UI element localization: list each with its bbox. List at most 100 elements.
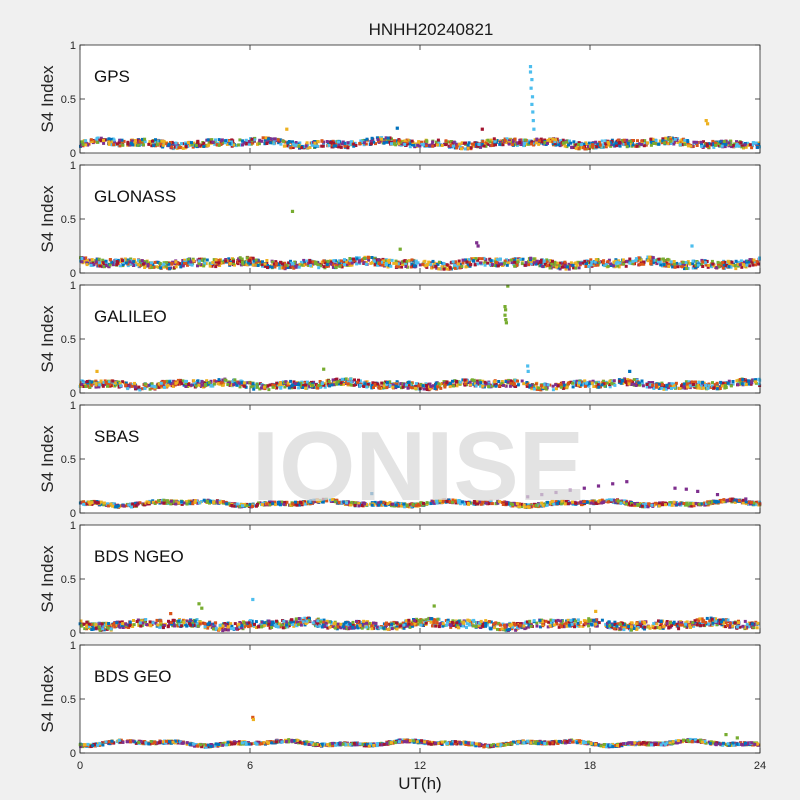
data-point xyxy=(490,263,494,266)
data-point xyxy=(148,387,152,391)
data-point xyxy=(543,141,547,144)
data-point xyxy=(270,265,274,269)
data-point xyxy=(273,503,277,507)
data-point xyxy=(592,385,596,388)
data-point xyxy=(562,381,566,384)
data-point xyxy=(355,257,359,261)
data-point xyxy=(258,382,262,386)
data-point xyxy=(718,385,722,389)
data-point xyxy=(676,140,680,144)
data-point xyxy=(217,143,221,147)
data-point xyxy=(275,381,279,385)
data-point xyxy=(563,264,567,268)
data-point xyxy=(427,260,431,264)
data-point xyxy=(582,142,586,146)
data-point xyxy=(136,138,140,142)
data-point xyxy=(337,382,341,386)
data-point xyxy=(453,266,457,270)
data-point xyxy=(107,265,111,269)
data-point xyxy=(320,139,324,143)
data-point xyxy=(252,138,256,142)
data-point xyxy=(397,142,401,146)
data-point xyxy=(610,379,614,383)
data-point xyxy=(682,385,686,389)
data-point xyxy=(559,141,562,145)
y-tick-label: 1 xyxy=(70,40,76,52)
data-point xyxy=(353,141,357,145)
data-point xyxy=(133,385,137,389)
data-point xyxy=(558,383,562,387)
data-point xyxy=(140,259,144,263)
data-point xyxy=(302,258,306,262)
data-point xyxy=(727,265,731,269)
data-point xyxy=(548,266,552,270)
data-point xyxy=(590,260,594,264)
data-point-highlight xyxy=(526,369,530,373)
data-point xyxy=(667,386,670,390)
data-point xyxy=(408,385,412,389)
data-point xyxy=(384,502,387,506)
data-point xyxy=(335,380,339,384)
data-point xyxy=(382,386,386,390)
data-point xyxy=(473,263,477,267)
data-point xyxy=(695,386,699,390)
data-point xyxy=(472,259,475,263)
data-point xyxy=(715,383,719,387)
data-point xyxy=(432,143,436,147)
data-point xyxy=(562,383,566,387)
data-point xyxy=(130,139,134,143)
data-point xyxy=(657,257,661,261)
data-point xyxy=(712,145,716,149)
data-point xyxy=(327,380,331,383)
data-point xyxy=(530,383,534,387)
data-point xyxy=(588,382,592,386)
data-point-highlight xyxy=(475,241,479,245)
data-point-highlight xyxy=(530,78,534,82)
data-point xyxy=(606,381,610,385)
data-point xyxy=(575,143,579,147)
data-point xyxy=(449,143,453,147)
data-point xyxy=(744,145,748,149)
data-point xyxy=(589,263,593,267)
y-tick-label: 0 xyxy=(70,388,76,400)
data-point xyxy=(588,500,592,503)
data-point xyxy=(137,385,141,389)
data-point xyxy=(719,142,723,146)
data-point xyxy=(349,503,352,507)
data-point xyxy=(541,385,545,389)
data-point xyxy=(267,388,271,392)
data-point xyxy=(420,140,424,144)
data-point xyxy=(716,263,720,267)
data-point xyxy=(146,261,150,265)
data-point xyxy=(341,259,345,263)
data-point xyxy=(445,267,449,271)
data-point xyxy=(287,386,291,390)
data-point xyxy=(258,387,262,391)
data-point xyxy=(224,139,228,143)
data-point xyxy=(80,260,84,264)
data-point xyxy=(727,379,731,383)
data-point-highlight xyxy=(480,127,484,131)
data-point xyxy=(304,386,308,390)
data-point xyxy=(472,142,475,146)
data-point xyxy=(500,380,504,383)
data-point xyxy=(81,500,85,504)
data-point xyxy=(669,260,673,264)
data-point xyxy=(402,382,406,386)
data-point xyxy=(134,139,137,142)
data-point xyxy=(157,382,161,386)
data-point xyxy=(101,258,105,262)
data-point xyxy=(456,265,460,269)
data-point xyxy=(606,260,610,264)
data-point xyxy=(678,143,682,147)
data-point xyxy=(554,138,558,142)
data-point xyxy=(225,142,229,146)
data-point xyxy=(560,499,564,503)
data-point xyxy=(430,144,434,148)
data-point xyxy=(200,383,204,387)
data-point xyxy=(107,140,111,144)
data-point xyxy=(645,504,648,508)
data-point xyxy=(406,386,410,390)
data-point xyxy=(274,262,278,266)
